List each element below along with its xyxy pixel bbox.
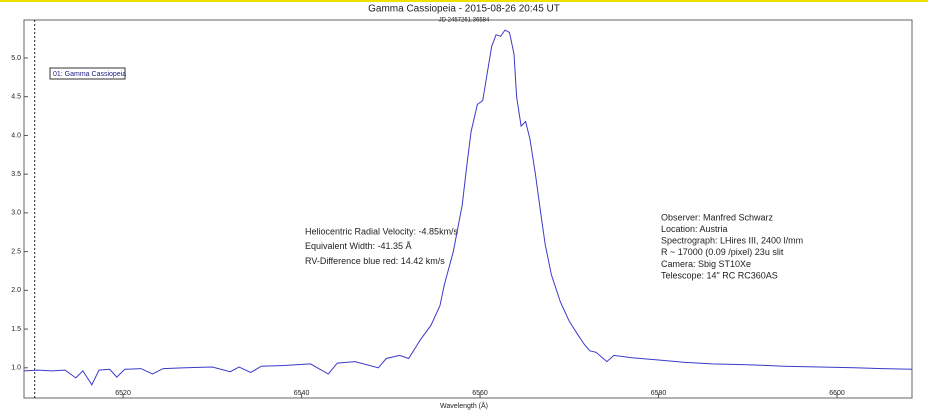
x-tick-label: 6580 (651, 390, 667, 397)
annotation: Telescope: 14" RC RC360AS (661, 270, 778, 280)
chart-subtitle: JD 2457261.36584 (439, 18, 490, 24)
x-tick-label: 6540 (294, 390, 310, 397)
annotation: RV-Difference blue red: 14.42 km/s (305, 256, 445, 266)
y-tick-label: 2.5 (11, 248, 21, 255)
annotation: Spectrograph: LHires III, 2400 l/mm (661, 236, 803, 246)
legend-box (49, 67, 126, 80)
y-tick-label: 5.0 (11, 55, 21, 62)
annotation: Camera: Sbig ST10Xe (661, 259, 751, 269)
y-tick-label: 4.0 (11, 132, 21, 139)
x-tick-label: 6600 (829, 390, 845, 397)
y-tick-label: 4.5 (11, 94, 21, 101)
chart-title: Gamma Cassiopeia - 2015-08-26 20:45 UT (368, 4, 560, 15)
annotation: Location: Austria (661, 224, 728, 234)
annotation: Heliocentric Radial Velocity: -4.85km/s (305, 226, 459, 236)
y-tick-label: 1.0 (11, 365, 21, 372)
legend-entry: 01: Gamma Cassiopeia (53, 71, 126, 78)
annotation: R ~ 17000 (0.09 /pixel) 23u slit (661, 247, 784, 257)
spectrum-line (23, 29, 913, 386)
x-tick-label: 6520 (115, 390, 131, 397)
x-axis-label: Wavelength (Å) (440, 401, 488, 410)
annotation: Observer: Manfred Schwarz (661, 212, 774, 222)
x-tick-label: 6560 (472, 390, 488, 397)
annotation: Equivalent Width: -41.35 Å (305, 241, 412, 251)
y-tick-label: 2.0 (11, 287, 21, 294)
y-tick-label: 3.5 (11, 171, 21, 178)
plot-frame (23, 19, 913, 399)
y-tick-label: 3.0 (11, 210, 21, 217)
y-tick-label: 1.5 (11, 326, 21, 333)
